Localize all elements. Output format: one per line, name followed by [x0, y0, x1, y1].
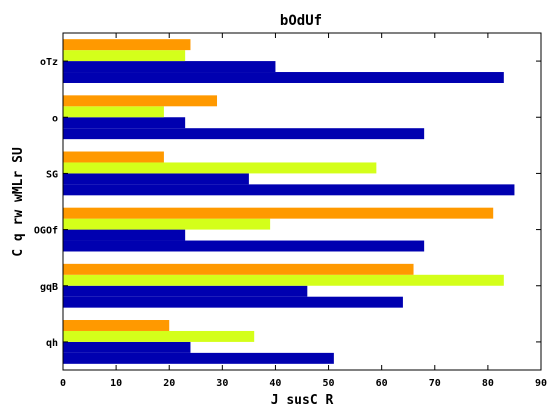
x-tick-label: 80 — [482, 378, 494, 389]
bar-qh-s0 — [63, 352, 334, 364]
bar-qh-s2 — [63, 330, 255, 342]
x-tick-label: 30 — [216, 378, 228, 389]
bar-oTz-s1 — [63, 61, 276, 73]
bar-OGOf-s2 — [63, 218, 271, 230]
x-tick-label: 70 — [429, 378, 441, 389]
bar-SG-s3 — [63, 151, 164, 163]
bar-OGOf-s0 — [63, 240, 425, 252]
x-tick-label: 10 — [110, 378, 122, 389]
bar-oTz-s2 — [63, 50, 186, 62]
y-tick-label: oTz — [40, 57, 58, 68]
bar-oTz-s3 — [63, 39, 191, 51]
bar-o-s1 — [63, 117, 186, 129]
y-tick-label: qh — [46, 338, 58, 349]
bar-OGOf-s3 — [63, 207, 494, 219]
bar-SG-s0 — [63, 184, 515, 196]
y-tick-label: o — [52, 113, 58, 124]
x-tick-label: 40 — [269, 378, 281, 389]
bar-gqB-s0 — [63, 296, 403, 308]
plot-frame — [62, 32, 542, 371]
chart-title: bOdUf — [280, 13, 322, 29]
y-tick-label: SG — [46, 169, 58, 180]
y-tick-label: gqB — [40, 282, 58, 293]
bar-SG-s1 — [63, 173, 249, 185]
bar-oTz-s0 — [63, 72, 504, 83]
x-axis-ticks: 0 10 20 30 40 50 60 70 80 90 — [60, 33, 547, 389]
bar-o-s3 — [63, 95, 218, 107]
y-axis-ticks: qh gqB OGOf SG o oTz — [34, 57, 541, 349]
y-axis-label: C q rw wMLr SU — [11, 147, 26, 257]
x-tick-label: 90 — [535, 378, 547, 389]
bar-o-s0 — [63, 128, 425, 140]
x-axis-label: J susC R — [271, 393, 334, 408]
bar-qh-s3 — [63, 320, 170, 331]
x-tick-label: 50 — [323, 378, 335, 389]
x-tick-label: 0 — [60, 378, 66, 389]
bar-gqB-s1 — [63, 285, 308, 297]
x-tick-label: 60 — [376, 378, 388, 389]
y-tick-label: OGOf — [34, 226, 58, 237]
bars-layer — [63, 39, 515, 364]
bar-gqB-s3 — [63, 263, 414, 275]
bar-OGOf-s1 — [63, 229, 186, 241]
bar-gqB-s2 — [63, 274, 504, 286]
x-tick-label: 20 — [163, 378, 175, 389]
bar-o-s2 — [63, 106, 164, 118]
bar-SG-s2 — [63, 162, 377, 174]
bar-qh-s1 — [63, 341, 191, 353]
